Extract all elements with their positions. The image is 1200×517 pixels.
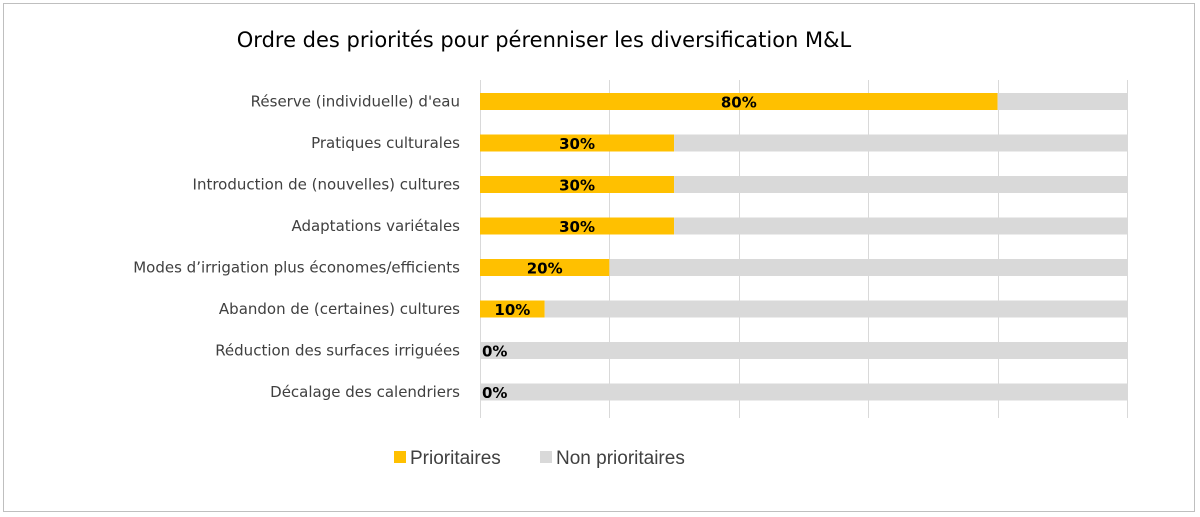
category-label: Décalage des calendriers (270, 383, 460, 401)
bar-non-prioritaires (674, 176, 1127, 193)
category-label: Introduction de (nouvelles) cultures (193, 176, 461, 194)
legend-item-non-prioritaires: Non prioritaires (540, 448, 685, 469)
data-label: 30% (559, 218, 595, 236)
category-label: Réserve (individuelle) d'eau (251, 93, 460, 111)
legend-label: Prioritaires (410, 448, 501, 469)
legend-swatch (394, 451, 406, 463)
legend: Prioritaires Non prioritaires (394, 448, 685, 469)
bar-prioritaires (480, 217, 675, 235)
chart-title: Ordre des priorités pour pérenniser les … (237, 28, 852, 52)
data-label: 20% (527, 260, 563, 278)
bar-prioritaires (480, 93, 998, 110)
bar-prioritaires (480, 176, 675, 193)
data-label: 10% (494, 301, 530, 319)
category-labels: Réserve (individuelle) d'eau Pratiques cu… (133, 93, 460, 402)
category-label: Abandon de (certaines) cultures (219, 300, 460, 318)
data-label: 0% (482, 384, 507, 402)
category-label: Pratiques culturales (311, 134, 460, 152)
bar-non-prioritaires (674, 217, 1127, 235)
bar-prioritaires (480, 259, 610, 276)
bars (480, 93, 1127, 401)
bar-prioritaires (480, 134, 675, 152)
gridlines (480, 80, 1128, 418)
chart-frame (3, 3, 1195, 512)
legend-label: Non prioritaires (556, 448, 685, 469)
data-label: 80% (721, 94, 757, 112)
legend-item-prioritaires: Prioritaires (394, 448, 501, 469)
data-labels: 80% 30% 30% 30% 20% 10% 0% 0% (482, 94, 757, 403)
data-label: 30% (559, 135, 595, 153)
bar-non-prioritaires (544, 300, 1127, 318)
bar-non-prioritaires (997, 93, 1127, 110)
bar-non-prioritaires (609, 259, 1127, 276)
data-label: 0% (482, 343, 507, 361)
bar-prioritaires (480, 300, 545, 318)
bar-non-prioritaires (480, 342, 1127, 359)
category-label: Réduction des surfaces irriguées (215, 342, 460, 360)
bar-non-prioritaires (674, 134, 1127, 152)
legend-swatch (540, 451, 552, 463)
category-label: Modes d’irrigation plus économes/efficie… (133, 259, 460, 277)
bar-non-prioritaires (480, 383, 1127, 401)
category-label: Adaptations variétales (291, 217, 460, 235)
data-label: 30% (559, 177, 595, 195)
